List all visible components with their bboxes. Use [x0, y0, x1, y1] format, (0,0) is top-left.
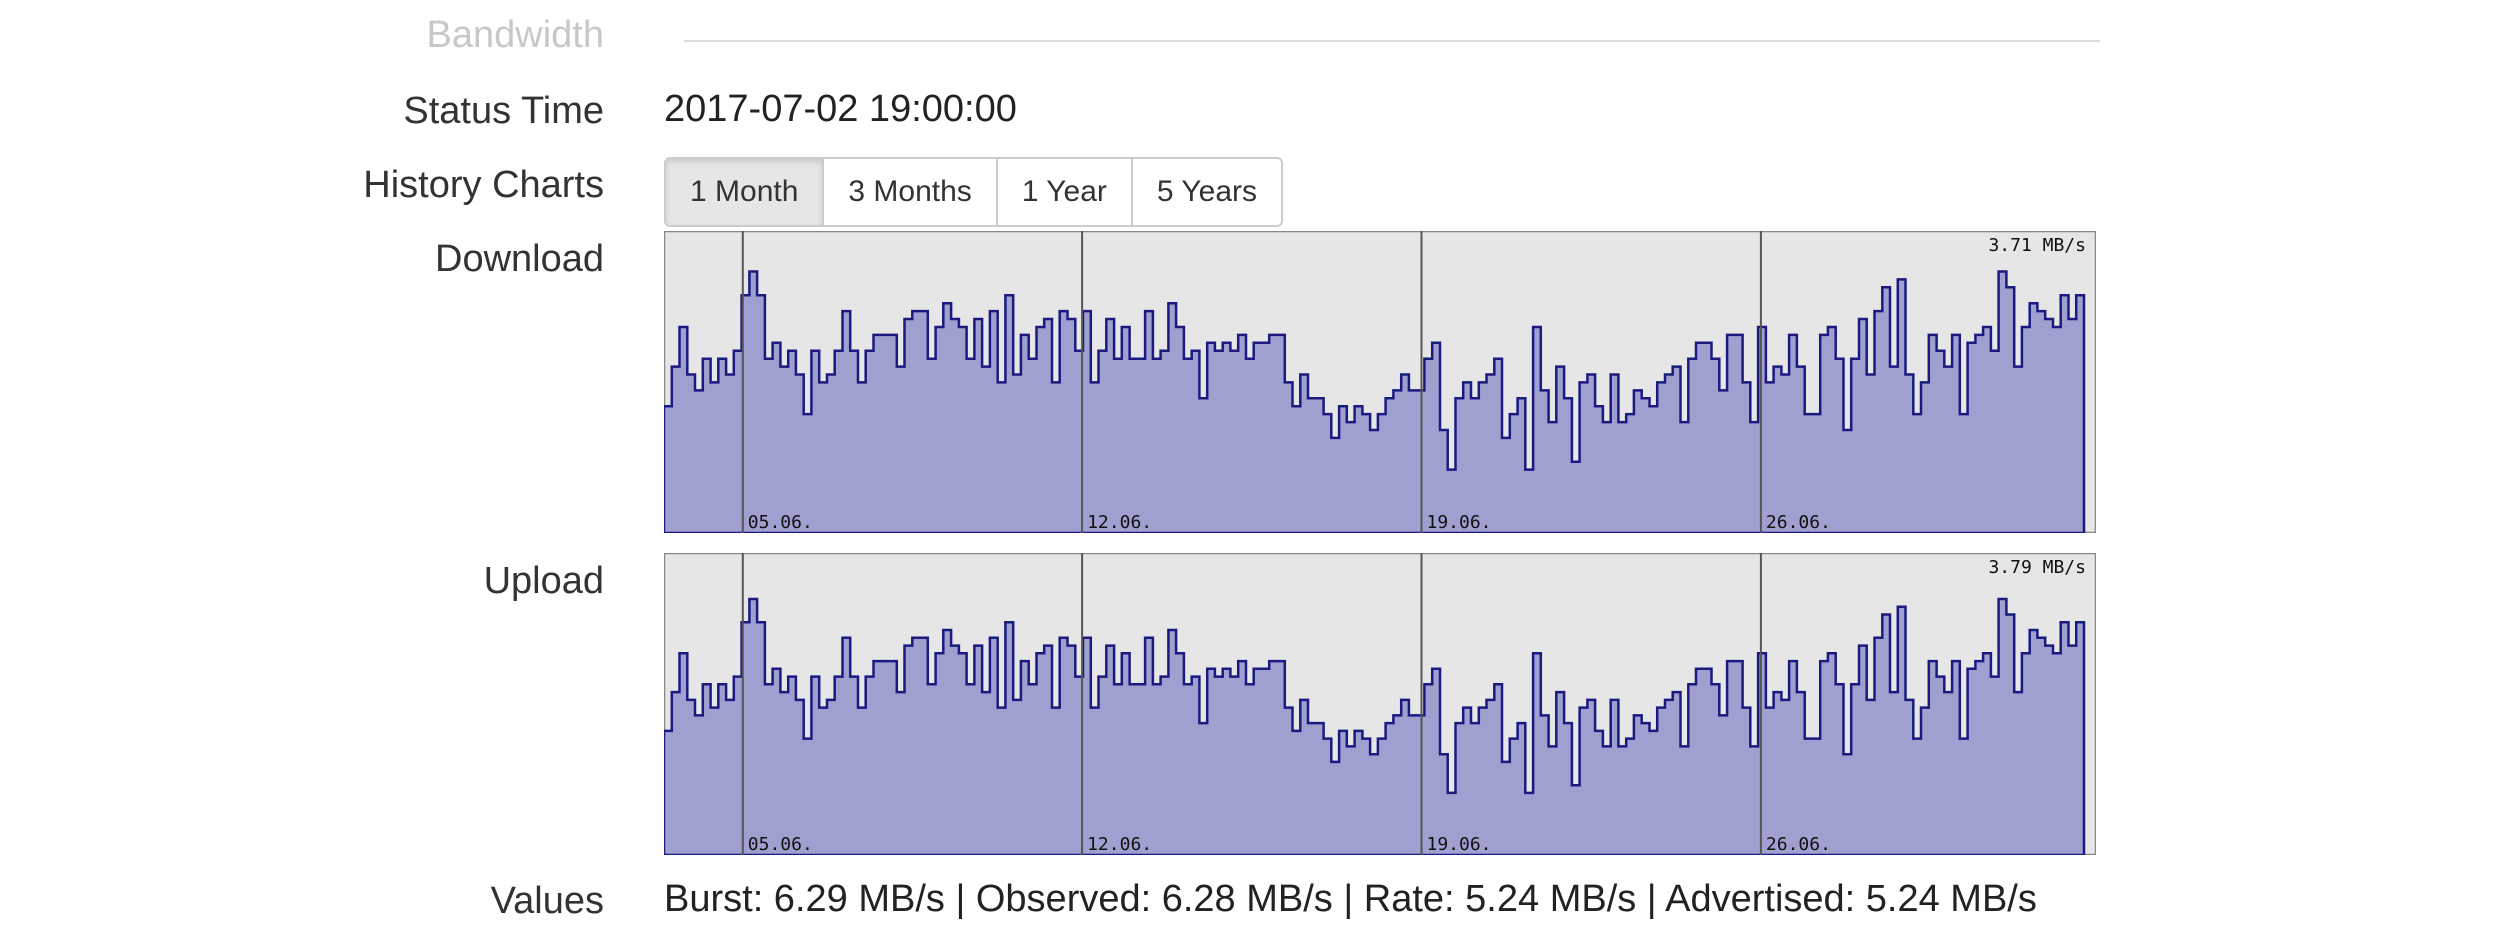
upload-chart: 05.06. 12.06. 19.06. 26.06. 3.79 MB/s [664, 553, 2096, 855]
history-range-buttons: 1 Month 3 Months 1 Year 5 Years [664, 157, 1283, 227]
x-tick-label: 26.06. [1766, 834, 1831, 855]
section-divider [684, 40, 2100, 42]
x-tick-label: 12.06. [1087, 834, 1152, 855]
x-tick-label: 19.06. [1427, 834, 1492, 855]
section-title: Bandwidth [426, 14, 604, 56]
range-5-years-button[interactable]: 5 Years [1156, 175, 1257, 208]
status-time-value: 2017-07-02 19:00:00 [664, 88, 1017, 130]
download-chart-svg: 05.06. 12.06. 19.06. 26.06. 3.71 MB/s [664, 231, 2096, 533]
x-tick-label: 05.06. [748, 512, 813, 533]
download-label: Download [435, 238, 604, 280]
x-tick-label: 12.06. [1087, 512, 1152, 533]
x-tick-label: 19.06. [1427, 512, 1492, 533]
status-time-label: Status Time [403, 90, 604, 132]
bandwidth-values: Burst: 6.29 MB/s | Observed: 6.28 MB/s |… [664, 878, 2037, 920]
history-charts-label: History Charts [363, 164, 604, 206]
range-1-year-button[interactable]: 1 Year [998, 159, 1133, 225]
download-chart: 05.06. 12.06. 19.06. 26.06. 3.71 MB/s [664, 231, 2096, 533]
x-tick-label: 05.06. [748, 834, 813, 855]
upload-label: Upload [483, 560, 604, 602]
range-3-months-button[interactable]: 3 Months [824, 159, 998, 225]
max-value-label: 3.79 MB/s [1988, 557, 2086, 578]
upload-series-area [664, 597, 2086, 855]
upload-chart-svg: 05.06. 12.06. 19.06. 26.06. 3.79 MB/s [664, 553, 2096, 855]
x-tick-label: 26.06. [1766, 512, 1831, 533]
download-series-area [664, 270, 2086, 533]
range-1-month-button[interactable]: 1 Month [666, 159, 825, 225]
values-label: Values [490, 880, 604, 922]
max-value-label: 3.71 MB/s [1988, 235, 2086, 256]
